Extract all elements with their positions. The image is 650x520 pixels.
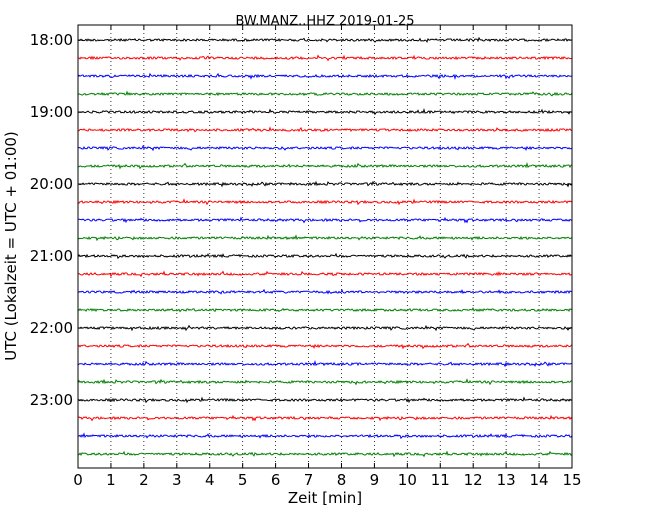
- seismic-trace: [77, 396, 573, 404]
- x-axis-label: Zeit [min]: [288, 489, 362, 507]
- x-tick-label: 5: [238, 471, 248, 489]
- x-tick-label: 11: [431, 471, 450, 489]
- seismic-trace: [77, 432, 573, 440]
- x-tick-label: 14: [530, 471, 549, 489]
- seismic-trace: [77, 126, 573, 133]
- seismic-trace: [77, 288, 573, 295]
- seismic-trace: [77, 359, 573, 368]
- seismic-trace: [77, 234, 573, 242]
- x-tick-label: 6: [271, 471, 281, 489]
- x-axis-ticks: 0 1 2 3 4 5 6 7 8 9 10 11 12 13 14 15: [73, 25, 582, 489]
- y-tick-label: 18:00: [30, 31, 73, 49]
- x-tick-label: 2: [139, 471, 149, 489]
- y-tick-label: 22:00: [30, 319, 73, 337]
- x-tick-label: 9: [370, 471, 380, 489]
- y-axis-label: UTC (Lokalzeit = UTC + 01:00): [2, 131, 20, 361]
- y-tick-label: 20:00: [30, 175, 73, 193]
- seismic-trace: [77, 342, 573, 350]
- traces-group: [77, 36, 573, 458]
- seismic-trace: [77, 324, 573, 332]
- seismic-trace: [77, 450, 573, 458]
- y-tick-label: 23:00: [30, 391, 73, 409]
- seismic-trace: [77, 144, 573, 152]
- y-axis-ticks: 18:00 19:00 20:00 21:00 22:00 23:00: [30, 31, 572, 409]
- chart-title: BW.MANZ..HHZ 2019-01-25: [235, 14, 414, 29]
- x-tick-label: 7: [304, 471, 314, 489]
- x-tick-label: 12: [464, 471, 483, 489]
- seismic-trace: [77, 378, 573, 386]
- x-tick-label: 13: [497, 471, 516, 489]
- seismic-trace: [77, 306, 573, 313]
- x-tick-label: 3: [172, 471, 182, 489]
- seismic-trace: [77, 252, 573, 260]
- plot-frame: [77, 24, 573, 469]
- seismic-trace: [77, 72, 573, 80]
- x-tick-label: 15: [562, 471, 581, 489]
- x-tick-label: 1: [106, 471, 116, 489]
- y-tick-label: 19:00: [30, 103, 73, 121]
- seismic-trace: [77, 36, 573, 44]
- x-tick-label: 10: [398, 471, 417, 489]
- x-tick-label: 8: [337, 471, 347, 489]
- seismic-trace: [77, 108, 573, 116]
- seismic-trace: [77, 198, 573, 206]
- seismic-trace: [77, 270, 573, 278]
- seismic-trace: [77, 414, 573, 422]
- seismic-trace: [77, 54, 573, 62]
- x-tick-label: 4: [205, 471, 215, 489]
- x-tick-label: 0: [73, 471, 83, 489]
- seismic-trace: [77, 90, 573, 97]
- seismic-trace: [77, 216, 573, 224]
- seismic-trace: [77, 161, 573, 170]
- y-tick-label: 21:00: [30, 247, 73, 265]
- seismic-trace: [77, 180, 573, 188]
